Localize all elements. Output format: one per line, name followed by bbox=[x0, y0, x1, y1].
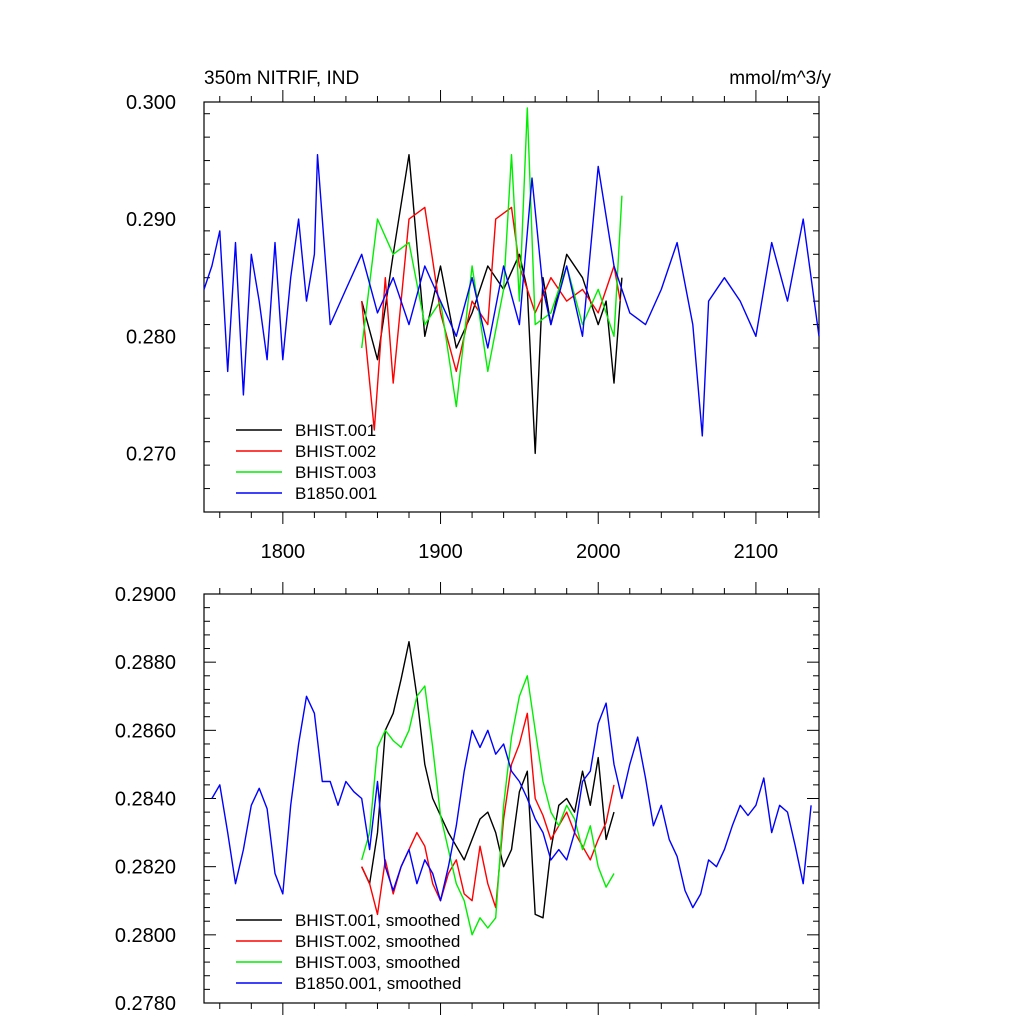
series-line bbox=[361, 206, 621, 431]
series-group-top bbox=[203, 107, 820, 455]
legend-label: BHIST.003 bbox=[295, 463, 376, 482]
series-line bbox=[361, 641, 615, 919]
x-tick-label: 1800 bbox=[261, 541, 306, 563]
series-line bbox=[203, 153, 820, 437]
y-tick-label: 0.290 bbox=[126, 209, 176, 231]
series-group-bottom bbox=[211, 641, 812, 936]
y-tick-label: 0.2840 bbox=[115, 789, 176, 811]
y-tick-label: 0.2880 bbox=[115, 652, 176, 674]
x-tick-label: 2000 bbox=[576, 541, 621, 563]
y-tick-label: 0.2860 bbox=[115, 720, 176, 742]
x-tick-label: 2100 bbox=[734, 541, 779, 563]
series-line bbox=[361, 107, 623, 408]
y-tick-label: 0.270 bbox=[126, 443, 176, 465]
units-label: mmol/m^3/y bbox=[729, 68, 831, 89]
plot-frame-top bbox=[203, 101, 820, 513]
legend-top: BHIST.001 BHIST.002 BHIST.003 B1850.001 bbox=[236, 421, 377, 503]
legend-label: BHIST.001 bbox=[295, 421, 376, 440]
tick-group-top: 1800 1900 2000 2100 0.270 0.280 0.290 0.300 bbox=[126, 90, 820, 563]
legend-label: B1850.001, smoothed bbox=[295, 974, 461, 993]
legend-label: BHIST.002, smoothed bbox=[295, 932, 460, 951]
y-tick-label: 0.2800 bbox=[115, 925, 176, 947]
legend-label: BHIST.001, smoothed bbox=[295, 911, 460, 930]
x-tick-label: 1900 bbox=[418, 541, 463, 563]
legend-bottom: BHIST.001, smoothed BHIST.002, smoothed BH… bbox=[236, 911, 461, 993]
chart-title: 350m NITRIF, IND bbox=[204, 68, 359, 89]
y-tick-label: 0.2900 bbox=[115, 584, 176, 606]
top-panel: 350m NITRIF, IND mmol/m^3/y 1800 1900 2000… bbox=[126, 68, 832, 563]
y-tick-label: 0.300 bbox=[126, 92, 176, 114]
legend-label: B1850.001 bbox=[295, 484, 377, 503]
legend-label: BHIST.002 bbox=[295, 442, 376, 461]
tick-group-bottom: 0.2780 0.2800 0.2820 0.2840 0.2860 0.2880 0.29… bbox=[115, 582, 820, 1015]
y-tick-label: 0.2780 bbox=[115, 993, 176, 1015]
series-line bbox=[361, 675, 615, 936]
series-line bbox=[211, 695, 812, 909]
y-tick-label: 0.2820 bbox=[115, 857, 176, 879]
bottom-panel: 0.2780 0.2800 0.2820 0.2840 0.2860 0.2880 0.29… bbox=[115, 582, 820, 1015]
y-tick-label: 0.280 bbox=[126, 326, 176, 348]
legend-label: BHIST.003, smoothed bbox=[295, 953, 460, 972]
